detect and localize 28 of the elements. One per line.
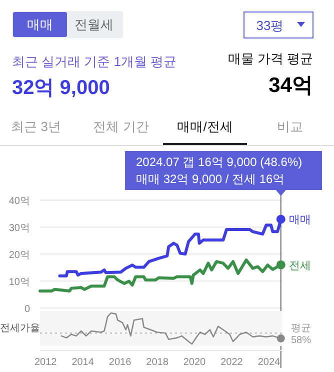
x-tick-label: 2012 <box>34 357 58 368</box>
text: 비교 <box>277 119 303 134</box>
ref-line-label: 평균 58% <box>291 323 312 346</box>
annotation: 2024.07 갭 16억 9,000 (48.6%) 매매 32억 9,000 / 전세 16억 <box>136 155 302 186</box>
text: 매매 <box>27 17 53 32</box>
x-tick-label: 2024 <box>258 357 281 368</box>
text: 33평 <box>256 18 284 33</box>
text: 전월세 <box>74 17 114 32</box>
x-tick-label: 2014 <box>72 357 94 368</box>
x-tick-label: 2022 <box>220 357 244 368</box>
text: 매물 가격 평균 <box>228 51 313 66</box>
y-tick-label: 30억 <box>8 223 30 234</box>
text: 32억 9,000 <box>12 77 110 99</box>
text: 최근 3년 <box>11 119 61 134</box>
y-tick-label: 0 <box>24 304 30 315</box>
series-label: 전세 <box>288 260 311 272</box>
x-tick-label: 2018 <box>146 357 169 368</box>
x-tick-label: 2016 <box>108 357 132 368</box>
x-tick-label: 2020 <box>183 357 206 368</box>
text: 34억 <box>268 74 313 97</box>
y-tick-label: 10억 <box>8 277 30 288</box>
y-tick-label: 20억 <box>8 250 30 262</box>
series-label: 매매 <box>288 214 311 226</box>
text: 매매/전세 <box>177 119 233 134</box>
text: 최근 실거래 기준 1개월 평균 <box>12 54 177 69</box>
y-tick-label: 40억 <box>8 196 30 208</box>
text: 전체 기간 <box>93 119 149 134</box>
y-axis-title: 전세가율 <box>0 323 40 334</box>
